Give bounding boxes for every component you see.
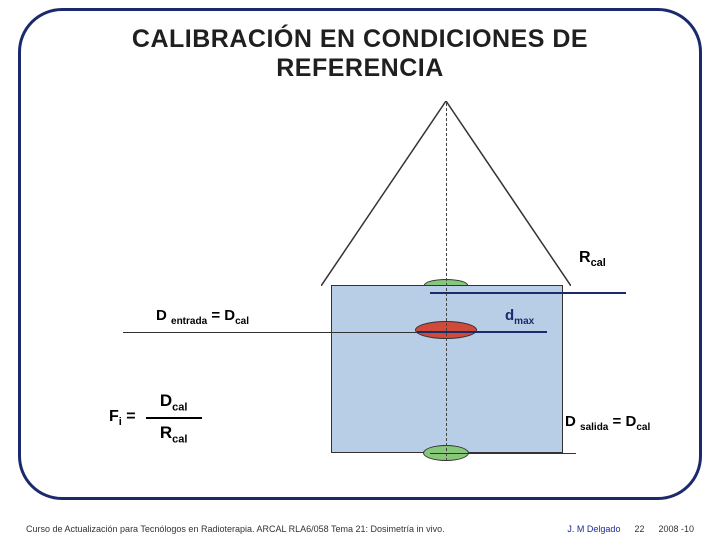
dsal-Dcal-D: D xyxy=(625,413,636,430)
dsal-eq: = xyxy=(613,413,626,430)
d-salida-label: D salida = Dcal xyxy=(565,413,650,433)
fraction: Dcal Rcal xyxy=(146,387,202,450)
fi-F: F xyxy=(109,408,119,425)
slide-title: CALIBRACIÓN EN CONDICIONES DE REFERENCIA xyxy=(21,25,699,83)
footer-course: Curso de Actualización para Tecnólogos e… xyxy=(26,524,445,534)
den-sub: cal xyxy=(172,434,187,446)
dmax-label: dmax xyxy=(505,307,534,327)
num-sub: cal xyxy=(172,401,187,413)
dsal-Dcal-sub: cal xyxy=(636,422,650,433)
title-line-2: REFERENCIA xyxy=(276,54,444,82)
dent-eq: = xyxy=(211,307,224,324)
dmax-pointer-line xyxy=(417,331,547,333)
fi-eq: = xyxy=(122,408,136,425)
dent-sub: entrada xyxy=(171,316,207,327)
d-entrada-pointer-line xyxy=(123,332,417,333)
beam-axis-line xyxy=(446,103,447,461)
slide-frame: CALIBRACIÓN EN CONDICIONES DE REFERENCIA… xyxy=(18,8,702,500)
num-D: D xyxy=(160,391,172,410)
dent-D: D xyxy=(156,307,167,324)
rcal-R: R xyxy=(579,249,591,266)
title-line-1: CALIBRACIÓN EN CONDICIONES DE xyxy=(132,25,588,53)
d-salida-pointer-line xyxy=(430,453,576,454)
rcal-label: Rcal xyxy=(579,249,606,269)
footer-page: 22 xyxy=(634,524,644,534)
dent-Dcal-sub: cal xyxy=(235,316,249,327)
dmax-sub: max xyxy=(514,316,534,327)
rcal-sub: cal xyxy=(591,257,606,269)
dmax-d: d xyxy=(505,307,514,324)
rcal-pointer-line xyxy=(430,292,626,294)
calibration-factor-formula: Fi = Dcal Rcal xyxy=(109,387,202,450)
slide-footer: Curso de Actualización para Tecnólogos e… xyxy=(0,524,720,534)
fraction-denominator: Rcal xyxy=(154,419,194,449)
fi-label: Fi = xyxy=(109,408,136,428)
d-entrada-label: D entrada = Dcal xyxy=(156,307,249,327)
dsal-D: D xyxy=(565,413,576,430)
den-R: R xyxy=(160,423,172,442)
dent-Dcal-D: D xyxy=(224,307,235,324)
footer-author: J. M Delgado xyxy=(567,524,620,534)
fraction-numerator: Dcal xyxy=(154,387,194,417)
footer-date: 2008 -10 xyxy=(658,524,694,534)
dsal-sub: salida xyxy=(580,422,608,433)
